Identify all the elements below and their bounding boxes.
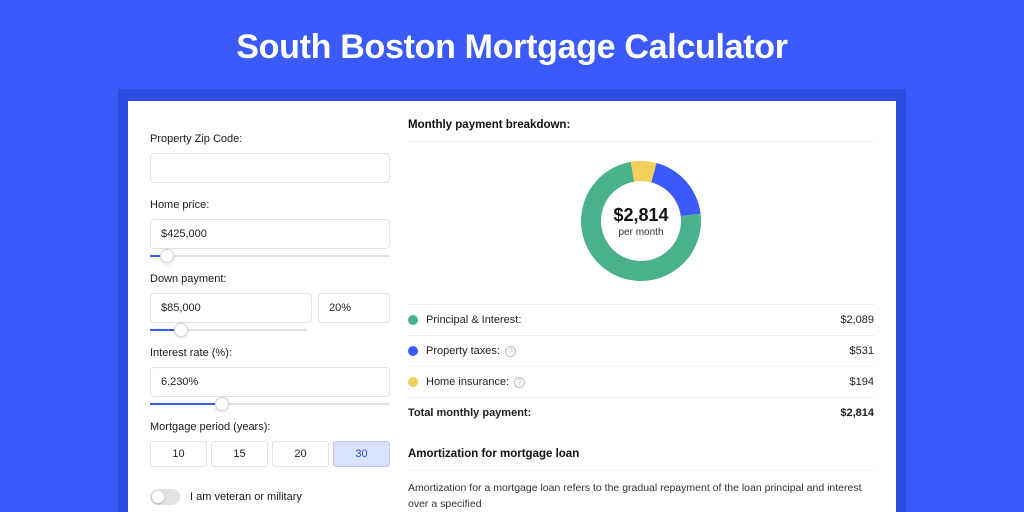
- home-price-slider[interactable]: [150, 255, 390, 257]
- legend-swatch: [408, 377, 418, 387]
- info-icon[interactable]: ?: [514, 377, 525, 388]
- legend-value: $531: [850, 345, 874, 357]
- donut-chart: $2,814 per month: [576, 156, 706, 286]
- period-label: Mortgage period (years):: [150, 421, 390, 433]
- legend-value: $194: [850, 376, 874, 388]
- legend-swatch: [408, 315, 418, 325]
- card-shadow: Property Zip Code: Home price: Down paym…: [118, 89, 906, 512]
- interest-label: Interest rate (%):: [150, 347, 390, 359]
- legend-label: Home insurance:?: [426, 376, 850, 388]
- home-price-input[interactable]: [150, 219, 390, 249]
- legend-value: $2,089: [840, 314, 874, 326]
- interest-input[interactable]: [150, 367, 390, 397]
- legend-total-value: $2,814: [840, 407, 874, 419]
- period-option-15[interactable]: 15: [211, 441, 268, 467]
- period-option-30[interactable]: 30: [333, 441, 390, 467]
- home-price-slider-thumb[interactable]: [160, 249, 174, 263]
- breakdown-column: Monthly payment breakdown: $2,814 per mo…: [408, 119, 874, 512]
- period-option-20[interactable]: 20: [272, 441, 329, 467]
- calculator-card: Property Zip Code: Home price: Down paym…: [128, 101, 896, 512]
- veteran-label: I am veteran or military: [190, 491, 302, 503]
- veteran-toggle[interactable]: [150, 489, 180, 505]
- legend-total-row: Total monthly payment:$2,814: [408, 398, 874, 428]
- breakdown-legend: Principal & Interest:$2,089Property taxe…: [408, 304, 874, 428]
- zip-label: Property Zip Code:: [150, 133, 390, 145]
- donut-center: $2,814 per month: [576, 156, 706, 286]
- interest-slider[interactable]: [150, 403, 390, 405]
- zip-input[interactable]: [150, 153, 390, 183]
- home-price-label: Home price:: [150, 199, 390, 211]
- legend-row: Property taxes:?$531: [408, 336, 874, 367]
- interest-slider-fill: [150, 403, 222, 405]
- legend-label: Property taxes:?: [426, 345, 850, 357]
- down-payment-row: [150, 293, 390, 323]
- interest-slider-thumb[interactable]: [215, 397, 229, 411]
- legend-row: Home insurance:?$194: [408, 367, 874, 398]
- down-payment-label: Down payment:: [150, 273, 390, 285]
- legend-row: Principal & Interest:$2,089: [408, 305, 874, 336]
- down-payment-slider-thumb[interactable]: [174, 323, 188, 337]
- donut-subtext: per month: [618, 227, 663, 238]
- inputs-column: Property Zip Code: Home price: Down paym…: [150, 119, 390, 512]
- legend-total-label: Total monthly payment:: [408, 407, 840, 419]
- donut-wrap: $2,814 per month: [408, 142, 874, 304]
- period-option-10[interactable]: 10: [150, 441, 207, 467]
- legend-label: Principal & Interest:: [426, 314, 840, 326]
- breakdown-title: Monthly payment breakdown:: [408, 119, 874, 142]
- down-payment-slider[interactable]: [150, 329, 307, 331]
- legend-swatch: [408, 346, 418, 356]
- period-options: 10152030: [150, 441, 390, 467]
- donut-amount: $2,814: [613, 205, 668, 226]
- amortization-section: Amortization for mortgage loan Amortizat…: [408, 448, 874, 512]
- info-icon[interactable]: ?: [505, 346, 516, 357]
- amortization-title: Amortization for mortgage loan: [408, 448, 874, 471]
- amortization-body: Amortization for a mortgage loan refers …: [408, 471, 874, 512]
- veteran-row: I am veteran or military: [150, 489, 390, 505]
- down-payment-pct-input[interactable]: [318, 293, 390, 323]
- page-title: South Boston Mortgage Calculator: [0, 0, 1024, 89]
- down-payment-input[interactable]: [150, 293, 312, 323]
